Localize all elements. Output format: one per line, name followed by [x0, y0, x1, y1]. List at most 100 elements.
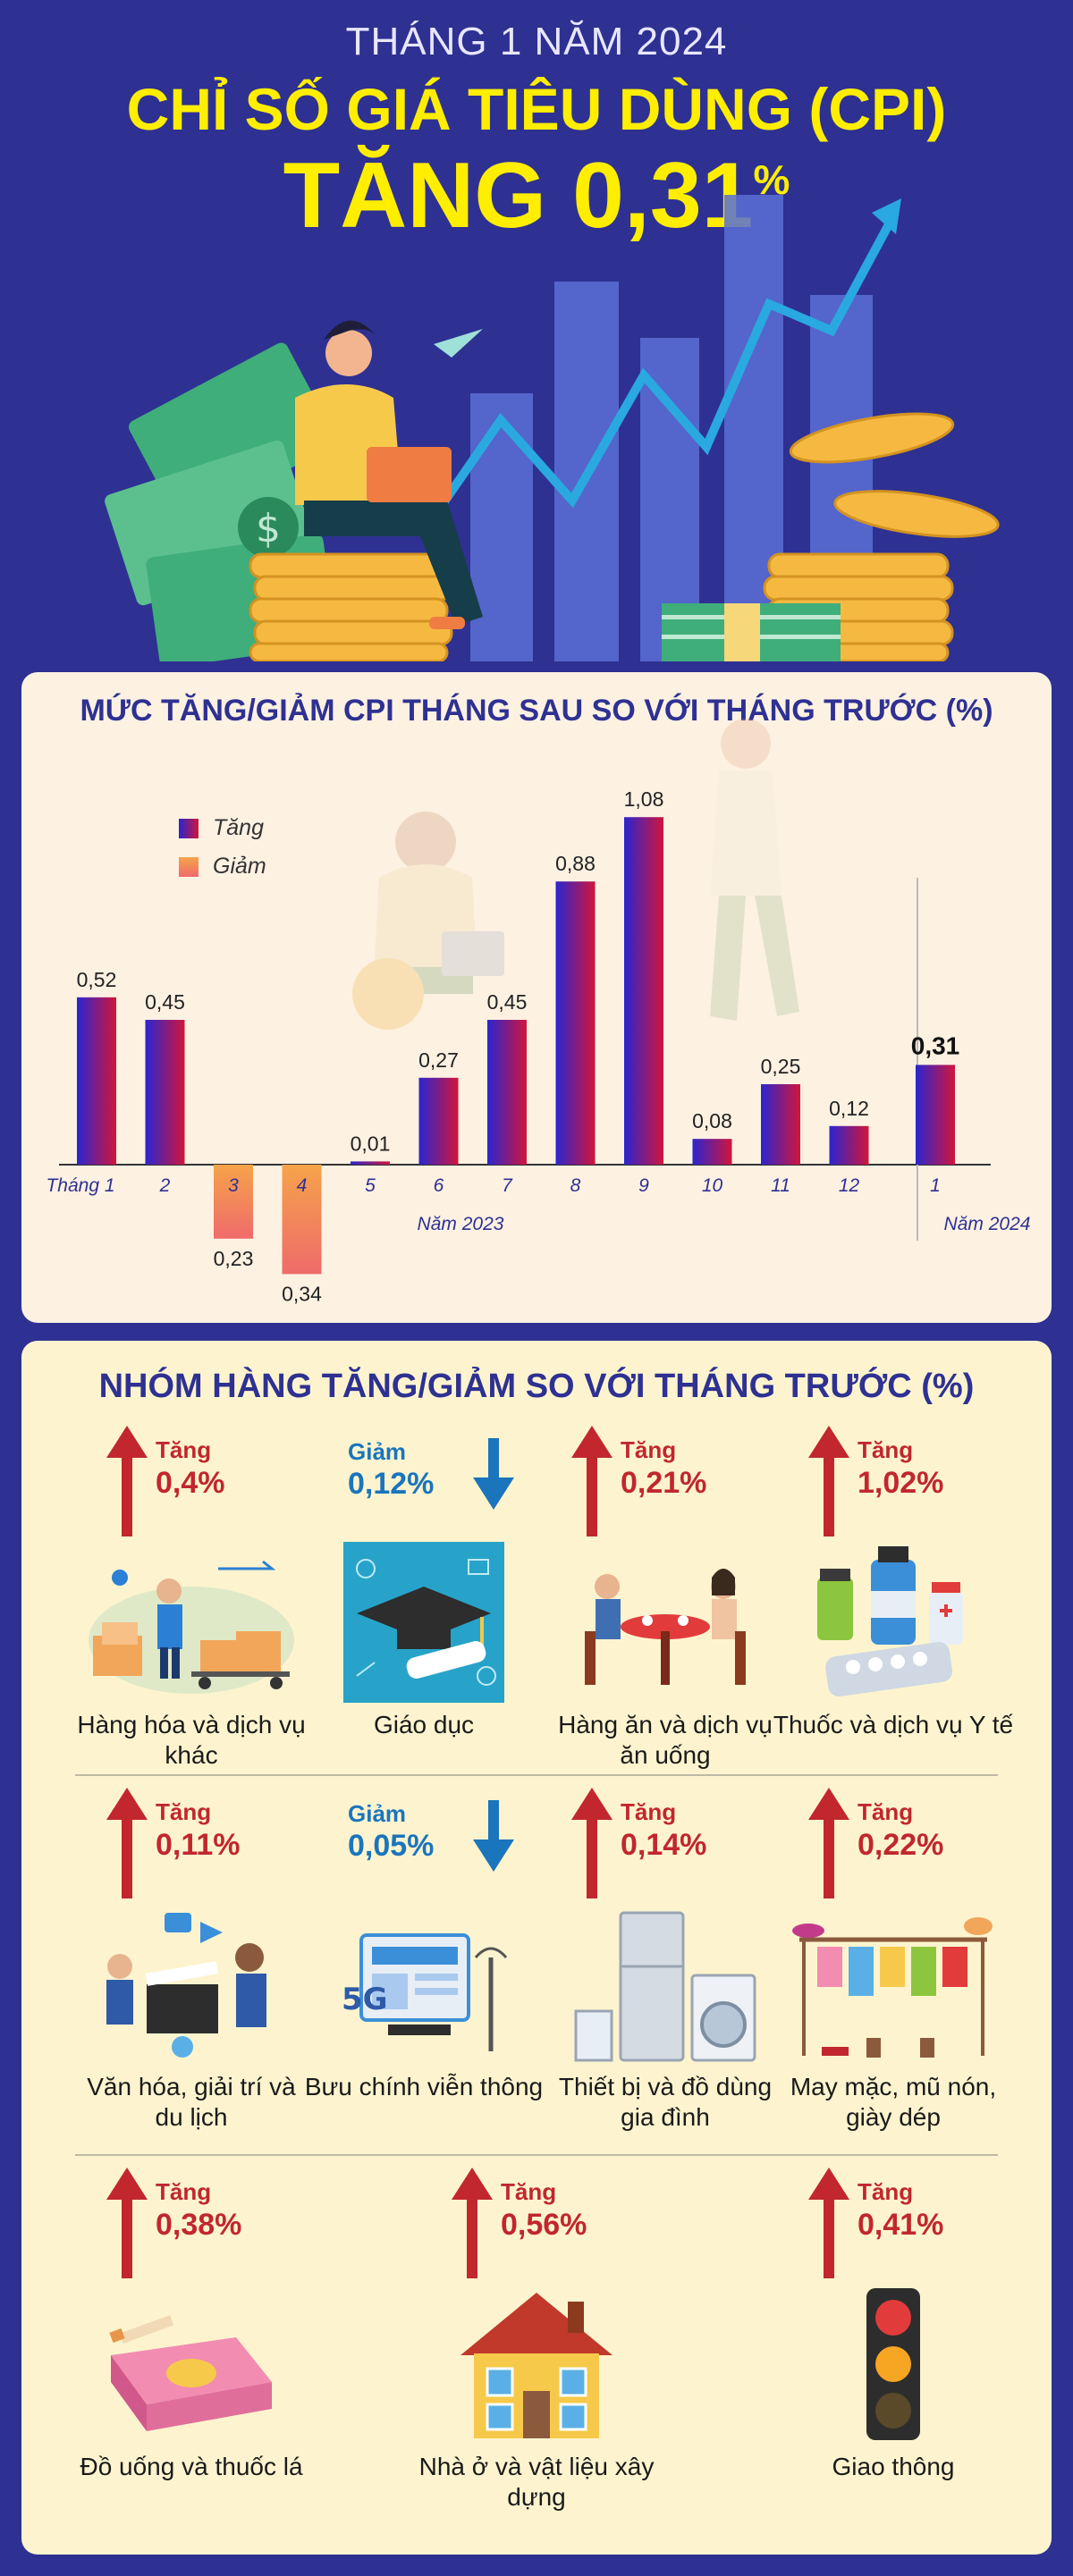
legend-label-increase: Tăng	[213, 815, 264, 840]
row-divider	[75, 1774, 998, 1776]
group-label: Đồ uống và thuốc lá	[80, 2453, 303, 2480]
group-label: Thiết bị và đồ dùng gia đình	[558, 2073, 773, 2131]
group-label: Nhà ở và vật liệu xây dựng	[418, 2453, 655, 2511]
x-tick-label: 10	[702, 1175, 723, 1196]
header-banner: THÁNG 1 NĂM 2024 CHỈ SỐ GIÁ TIÊU DÙNG (C…	[0, 0, 1073, 661]
group-card-other-goods: Tăng 0,4% Hàng hóa và dịch vụ khác	[71, 1426, 312, 1792]
arrow-up-icon	[106, 1426, 148, 1536]
chart-decor-illustration	[352, 719, 799, 1030]
group-direction-word: Tăng	[858, 1798, 914, 1825]
groups-title: NHÓM HÀNG TĂNG/GIẢM SO VỚI THÁNG TRƯỚC (…	[98, 1368, 975, 1405]
group-label: Văn hóa, giải trí và du lịch	[87, 2073, 296, 2131]
group-change-value: 0,56%	[501, 2208, 587, 2242]
group-change-value: 1,02%	[858, 1466, 944, 1500]
graduation-cap-icon	[343, 1542, 504, 1703]
group-label: Giáo dục	[373, 1711, 475, 1738]
x-tick-label: 11	[771, 1175, 790, 1196]
bar-value-label: 0,34	[282, 1282, 322, 1305]
group-direction-word: Giảm	[348, 1800, 407, 1827]
group-card-food-service: Tăng 0,21% Hàng ăn và dịch vụ ăn uống	[545, 1426, 786, 1792]
x-tick-label: 3	[228, 1175, 239, 1196]
arrow-up-icon	[106, 1788, 148, 1898]
svg-text:$: $	[256, 506, 281, 551]
group-change-value: 0,4%	[156, 1466, 225, 1500]
arrow-up-icon	[808, 1788, 849, 1898]
x-tick-label: 9	[638, 1175, 649, 1196]
group-direction-word: Tăng	[621, 1436, 677, 1463]
group-label: Bưu chính viễn thông	[304, 2073, 544, 2100]
bar-value-label: 0,01	[351, 1132, 391, 1155]
bar-value-label: 0,45	[145, 990, 185, 1014]
group-change-value: 0,22%	[858, 1828, 944, 1862]
telecom-5g-icon: 5G	[342, 1933, 508, 2051]
group-direction-word: Tăng	[858, 2178, 914, 2205]
bar-value-label: 0,25	[761, 1055, 801, 1078]
bar-value-label: 0,12	[829, 1097, 869, 1120]
chart-bar	[282, 1165, 322, 1275]
bar-value-label: 0,31	[911, 1031, 960, 1059]
group-card-housing: Tăng 0,56% Nhà ở và vật liệu xây dựng	[416, 2168, 657, 2534]
group-card-telecom: Giảm 0,05% 5G Bưu chính viễn thông	[303, 1788, 545, 2154]
coin-stack-icon	[249, 552, 453, 661]
cigarette-pack-icon	[109, 2315, 272, 2431]
legend-swatch-decrease	[179, 856, 199, 877]
man-cheering-icon	[710, 719, 799, 1021]
group-label: Hàng ăn và dịch vụ ăn uống	[558, 1711, 773, 1769]
row-divider	[75, 2154, 998, 2156]
chart-bar	[351, 1161, 390, 1165]
x-tick-label: 7	[502, 1175, 513, 1196]
house-icon	[460, 2293, 613, 2438]
x-tick-label: 5	[365, 1175, 376, 1196]
clothing-rack-icon	[792, 1917, 993, 2058]
chart-bar	[145, 1020, 185, 1165]
legend-item-decrease: Giảm	[179, 854, 266, 880]
arrow-up-icon	[571, 1788, 613, 1898]
group-direction-word: Tăng	[501, 2178, 557, 2205]
cpi-chart-panel: MỨC TĂNG/GIẢM CPI THÁNG SAU SO VỚI THÁNG…	[21, 672, 1052, 1323]
group-change-value: 0,21%	[621, 1466, 707, 1500]
group-change-value: 0,14%	[621, 1828, 707, 1862]
commodity-groups-panel: NHÓM HÀNG TĂNG/GIẢM SO VỚI THÁNG TRƯỚC (…	[21, 1341, 1052, 2555]
group-direction-word: Tăng	[156, 1798, 212, 1825]
x-tick-label: 1	[930, 1175, 941, 1196]
legend-swatch-increase	[179, 818, 199, 838]
arrow-up-icon	[571, 1426, 613, 1536]
chart-bar	[77, 997, 116, 1165]
person-laptop-icon	[295, 320, 483, 629]
group-card-beverage-tobacco: Tăng 0,38% Đồ uống và thuốc lá	[71, 2168, 312, 2534]
group-card-culture-entertainment: Tăng 0,11% Văn hóa, giải trí và du lịch	[71, 1788, 312, 2154]
group-card-medicine: Tăng 1,02% Thuốc và dịch vụ Y tế	[773, 1426, 1014, 1792]
group-card-clothing: Tăng 0,22% May mặc, mũ nón, giày dép	[773, 1788, 1014, 2154]
group-direction-word: Tăng	[156, 2178, 212, 2205]
chart-bar	[692, 1139, 732, 1165]
group-direction-word: Tăng	[156, 1436, 212, 1463]
legend-label-decrease: Giảm	[213, 854, 266, 879]
medicine-icon	[817, 1546, 963, 1696]
month-line: THÁNG 1 NĂM 2024	[345, 20, 728, 63]
bar-value-label: 0,27	[418, 1048, 459, 1072]
paper-plane-icon	[434, 329, 483, 358]
group-label: Hàng hóa và dịch vụ khác	[77, 1711, 306, 1769]
group-card-transport: Tăng 0,41% Giao thông	[773, 2168, 1014, 2534]
chart-bar	[916, 1065, 955, 1165]
year-label-2023: Năm 2023	[418, 1214, 504, 1234]
chart-bar	[624, 817, 663, 1165]
arrow-down-icon	[473, 1800, 514, 1872]
group-change-value: 0,11%	[156, 1828, 241, 1862]
group-direction-word: Giảm	[348, 1438, 407, 1465]
group-card-household: Tăng 0,14% Thiết bị và đồ dùng gia đình	[545, 1788, 786, 2154]
entertainment-icon	[106, 1913, 266, 2058]
group-direction-word: Tăng	[621, 1798, 677, 1825]
group-direction-word: Tăng	[858, 1436, 914, 1463]
cpi-bar-chart: 0,52 Tháng 1 0,45 2 0,23 3 0,34 4 0,01 5 0,27 6 0,45…	[46, 787, 1030, 1305]
x-tick-label: 8	[570, 1175, 581, 1196]
delivery-boxes-icon	[89, 1560, 294, 1694]
x-tick-label: 2	[159, 1175, 171, 1196]
x-tick-label: 6	[434, 1175, 444, 1196]
chart-bar	[487, 1020, 527, 1165]
chart-bar	[761, 1084, 800, 1165]
arrow-down-icon	[473, 1438, 514, 1510]
chart-title: MỨC TĂNG/GIẢM CPI THÁNG SAU SO VỚI THÁNG…	[80, 694, 993, 728]
chart-bar	[418, 1077, 459, 1165]
bar-value-label: 1,08	[624, 787, 664, 811]
